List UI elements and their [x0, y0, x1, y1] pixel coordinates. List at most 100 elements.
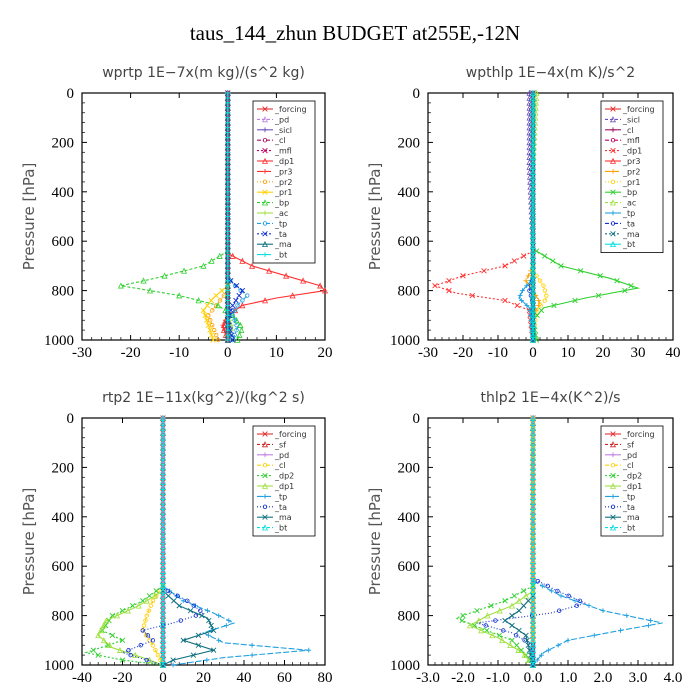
bt-point — [225, 278, 231, 284]
chart-panel-1: wprtp 1E−7x(m kg)/(s^2 kg) Pressure [hPa]… — [20, 65, 333, 361]
dp1-point — [116, 646, 124, 653]
legend-forcing-point — [262, 431, 268, 437]
bt-point — [225, 154, 231, 160]
dp1-point — [103, 617, 110, 624]
legend-label: _cl — [274, 461, 286, 470]
ta-point — [239, 287, 246, 294]
pr1-point — [205, 322, 212, 328]
series-line — [532, 250, 641, 341]
tp-point — [230, 313, 235, 318]
pr2-point — [213, 332, 219, 338]
legend-label: _forcing — [274, 105, 307, 114]
ma-point — [509, 612, 515, 619]
legend: _forcing_pd _sicl_cl _mfl_dp1_pr3 _pr2_pr1 _… — [252, 100, 316, 264]
dp1-point — [478, 627, 485, 634]
cl-point — [148, 603, 154, 608]
bp-point — [216, 252, 223, 259]
y-tick-label: 400 — [398, 510, 421, 526]
x-tick-label: -2.0 — [451, 670, 475, 686]
x-tick-label: 3.0 — [629, 670, 648, 686]
tp-point — [558, 593, 564, 599]
legend-label: _dp1 — [274, 157, 294, 166]
series-bt — [159, 414, 167, 668]
dp2-point — [119, 657, 126, 663]
x-tick-label: -1.0 — [486, 670, 510, 686]
legend-bt-point — [609, 240, 617, 247]
tp-point — [646, 623, 651, 628]
dp1-point — [289, 292, 296, 299]
chart-title: wprtp 1E−7x(m kg)/(s^2 kg) — [102, 65, 305, 81]
ta-point — [483, 623, 488, 628]
legend-dp1-point — [610, 147, 616, 154]
x-tick-label: -10 — [488, 345, 508, 361]
pr1-point — [204, 302, 211, 309]
pr2-point — [210, 322, 215, 328]
dp1-point — [508, 602, 516, 609]
legend-label: _dp2 — [274, 472, 294, 481]
dp2-point — [119, 637, 126, 644]
x-tick-label: -3.0 — [416, 670, 440, 686]
tp-point — [618, 628, 623, 633]
dp1-point — [481, 268, 487, 274]
bt-point — [225, 268, 231, 274]
x-tick-label: 2.0 — [594, 670, 613, 686]
dp1-point — [232, 307, 239, 314]
bp-point — [233, 316, 240, 324]
ta-point — [191, 603, 196, 608]
pr1-point — [544, 293, 549, 298]
dp1-point — [262, 297, 269, 304]
dp1-point — [489, 632, 496, 639]
legend-pd-point — [261, 116, 269, 123]
dp1-point — [511, 258, 518, 264]
dp1-point — [502, 297, 508, 304]
bt-point — [225, 238, 231, 244]
pr1-point — [219, 287, 225, 294]
dp1-point — [499, 637, 506, 644]
dp2-point — [511, 593, 518, 599]
ma-point — [190, 652, 197, 658]
ma-point — [176, 603, 182, 609]
chart-panel-3: rtp2 1E−11x(kg^2)/(kg^2 s) Pressure [hPa]… — [20, 390, 333, 686]
bp-point — [551, 302, 557, 309]
tp-point — [216, 613, 222, 618]
legend-ta-point — [262, 231, 268, 237]
dp2-point — [90, 647, 97, 653]
pr2-point — [523, 278, 529, 284]
bp-point — [550, 258, 556, 264]
bp-point — [161, 272, 168, 279]
bt-point — [225, 283, 231, 289]
ta-point — [175, 593, 180, 599]
ma-point — [208, 622, 214, 629]
ma-point — [195, 632, 202, 639]
x-tick-label: 30 — [631, 345, 646, 361]
bt-point — [225, 115, 231, 121]
pr1-point — [213, 292, 219, 299]
pr1-point — [202, 312, 208, 319]
bp-point — [200, 262, 207, 269]
legend-sf-point — [261, 441, 269, 448]
y-tick-label: 600 — [398, 559, 421, 575]
bp-point — [215, 302, 222, 309]
bp-point — [234, 336, 241, 343]
bt-point — [225, 298, 231, 303]
legend-pd-point — [610, 452, 616, 458]
bt-point — [225, 233, 231, 239]
x-tick-label: -30 — [418, 345, 438, 361]
bp-point — [614, 278, 620, 284]
legend-label: _cl — [622, 461, 634, 470]
bt-point — [225, 174, 231, 180]
legend-pr3-point — [609, 157, 617, 164]
tp-point — [306, 647, 312, 653]
legend-label: _ta — [622, 503, 635, 512]
ta-point — [522, 638, 527, 643]
ta-point — [144, 657, 149, 663]
legend-label: _pr2 — [274, 178, 292, 187]
ta-point — [577, 598, 583, 603]
bp-point — [140, 277, 147, 284]
legend-label: _forcing — [622, 105, 655, 114]
legend-tp-point — [262, 494, 268, 499]
legend-label: _pr2 — [622, 167, 640, 176]
tp-point — [624, 613, 630, 618]
legend-label: _ta — [274, 503, 287, 512]
bt-point — [225, 337, 231, 343]
